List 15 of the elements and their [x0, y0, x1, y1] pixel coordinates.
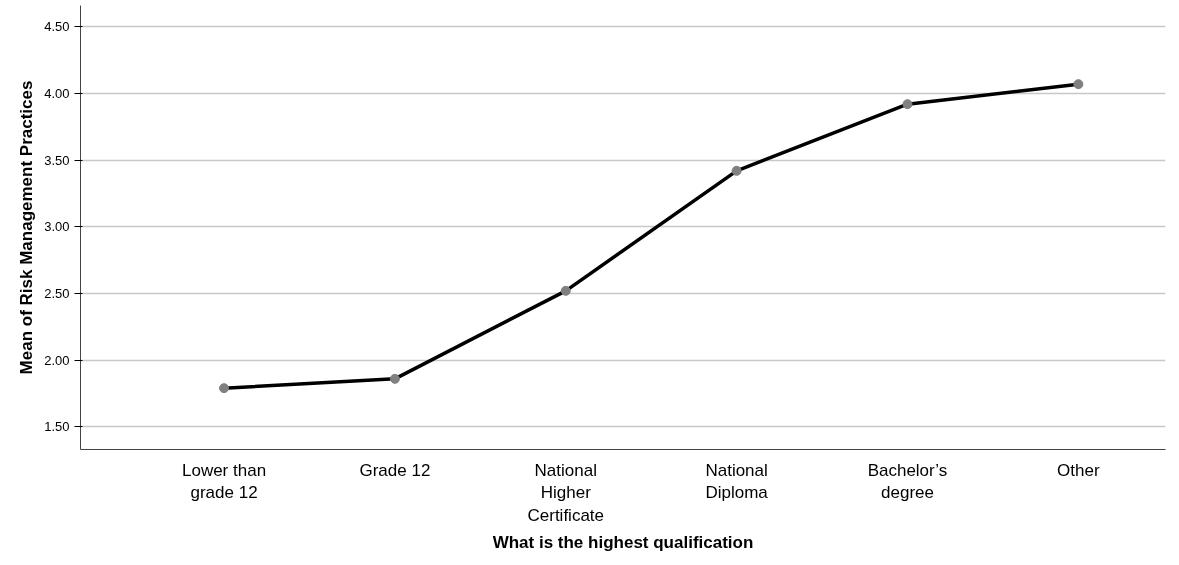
y-tick-label: 2.50: [44, 286, 70, 301]
x-tick-label: Lower than grade 12: [181, 460, 267, 503]
y-tick-label: 3.50: [44, 152, 70, 168]
y-tick-label: 1.50: [44, 419, 70, 435]
x-tick-label: National Higher Certificate: [527, 460, 605, 526]
y-tick-label: 3.00: [44, 219, 70, 235]
x-tick-label: National Diploma: [705, 460, 769, 503]
x-axis-title: What is the highest qualification: [492, 533, 754, 553]
y-tick-label: 2.00: [44, 352, 70, 368]
x-tick-label: Bachelor’s degree: [867, 460, 948, 503]
y-tick-label: 4.50: [44, 19, 70, 35]
x-tick-label: Grade 12: [359, 460, 431, 480]
y-tick-label: 4.00: [44, 86, 70, 101]
x-tick-label: Other: [1057, 460, 1100, 480]
y-axis-title: Mean of Risk Management Practices: [17, 80, 37, 375]
